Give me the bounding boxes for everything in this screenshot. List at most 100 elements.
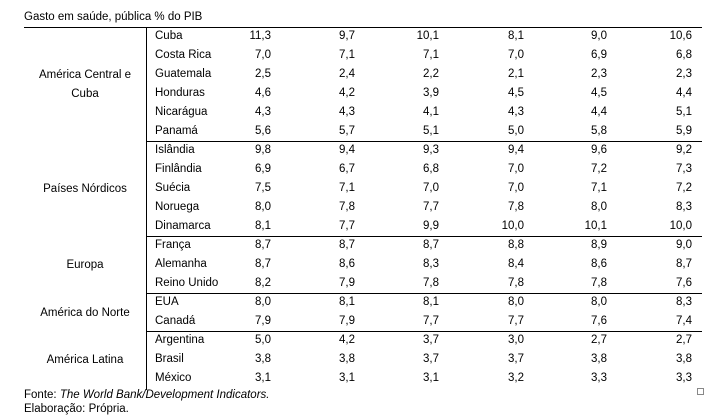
country-name: Alemanha	[155, 258, 207, 270]
country-name: Finlândia	[155, 163, 202, 175]
value-cell: 6,9	[255, 163, 271, 175]
region-group: Países Nórdicos Islândia 9,8 9,4 9,3 9,4 9,6 9,…	[24, 142, 702, 237]
value-cell: 7,0	[508, 49, 524, 61]
value-cell: 6,8	[676, 49, 692, 61]
source-note: Fonte: The World Bank/Development Indica…	[24, 389, 269, 401]
value-cell: 8,1	[255, 220, 271, 232]
value-cell: 7,9	[339, 315, 355, 327]
data-table: América Central e Cuba Cuba 11,3 9,7 10,1 8,1…	[24, 27, 702, 390]
country-name: Honduras	[155, 87, 205, 99]
country-name: Cuba	[155, 30, 183, 42]
value-cell: 5,9	[676, 125, 692, 137]
value-cell: 3,8	[339, 353, 355, 365]
value-cell: 9,7	[339, 30, 355, 42]
value-cell: 10,0	[501, 220, 524, 232]
value-cell: 2,1	[508, 68, 524, 80]
table-row: Costa Rica 7,0 7,1 7,1 7,0 6,9 6,8	[24, 47, 702, 66]
table-row: Cuba 11,3 9,7 10,1 8,1 9,0 10,6	[24, 28, 702, 47]
value-cell: 7,8	[591, 277, 607, 289]
region-group: Europa França 8,7 8,7 8,7 8,8 8,9 9,0 Alemanha 8,…	[24, 237, 702, 294]
value-cell: 8,3	[423, 258, 439, 270]
table-row: Nicarágua 4,3 4,3 4,1 4,3 4,4 5,1	[24, 104, 702, 123]
value-cell: 8,3	[676, 201, 692, 213]
value-cell: 5,0	[508, 125, 524, 137]
value-cell: 3,9	[423, 87, 439, 99]
value-cell: 11,3	[249, 30, 271, 42]
value-cell: 7,5	[255, 182, 271, 194]
country-name: Brasil	[155, 353, 184, 365]
source-text: The World Bank/Development Indicators.	[59, 389, 270, 401]
value-cell: 7,1	[339, 49, 355, 61]
value-cell: 8,7	[255, 258, 271, 270]
table-row: EUA 8,0 8,1 8,1 8,0 8,0 8,3	[24, 294, 702, 313]
country-name: EUA	[155, 296, 179, 308]
value-cell: 3,8	[591, 353, 607, 365]
value-cell: 8,0	[255, 296, 271, 308]
value-cell: 10,0	[669, 220, 692, 232]
elaboration-note: Elaboração: Própria.	[24, 403, 129, 415]
value-cell: 7,0	[508, 163, 524, 175]
value-cell: 7,0	[423, 182, 439, 194]
value-cell: 3,7	[508, 353, 524, 365]
country-name: Argentina	[155, 334, 205, 346]
resize-handle[interactable]	[697, 388, 704, 395]
value-cell: 4,3	[255, 106, 271, 118]
value-cell: 4,2	[339, 87, 355, 99]
value-cell: 4,5	[508, 87, 524, 99]
value-cell: 6,7	[339, 163, 355, 175]
value-cell: 5,1	[423, 125, 439, 137]
value-cell: 7,7	[423, 201, 439, 213]
country-name: Islândia	[155, 144, 195, 156]
table-row: México 3,1 3,1 3,1 3,2 3,3 3,3	[24, 370, 702, 389]
value-cell: 8,1	[423, 296, 439, 308]
value-cell: 3,7	[423, 334, 439, 346]
value-cell: 4,3	[339, 106, 355, 118]
value-cell: 9,6	[591, 144, 607, 156]
value-cell: 8,1	[508, 30, 524, 42]
country-name: França	[155, 239, 191, 251]
value-cell: 8,7	[255, 239, 271, 251]
value-cell: 7,8	[339, 201, 355, 213]
table-row: Suécia 7,5 7,1 7,0 7,0 7,1 7,2	[24, 180, 702, 199]
value-cell: 7,7	[508, 315, 524, 327]
table-row: Brasil 3,8 3,8 3,7 3,7 3,8 3,8	[24, 351, 702, 370]
country-name: Canadá	[155, 315, 196, 327]
value-cell: 2,3	[591, 68, 607, 80]
value-cell: 8,0	[508, 296, 524, 308]
value-cell: 7,1	[423, 49, 439, 61]
value-cell: 2,5	[255, 68, 271, 80]
value-cell: 4,4	[591, 106, 607, 118]
value-cell: 8,9	[591, 239, 607, 251]
value-cell: 3,3	[676, 372, 692, 384]
value-cell: 8,7	[339, 239, 355, 251]
value-cell: 8,0	[591, 296, 607, 308]
value-cell: 7,8	[508, 277, 524, 289]
table-row: Canadá 7,9 7,9 7,7 7,7 7,6 7,4	[24, 313, 702, 332]
value-cell: 7,1	[339, 182, 355, 194]
value-cell: 7,8	[423, 277, 439, 289]
value-cell: 3,3	[591, 372, 607, 384]
region-label: América Latina	[46, 354, 124, 366]
region-label: América Central e Cuba	[38, 69, 132, 100]
country-name: Panamá	[155, 125, 198, 137]
group-separator	[146, 331, 702, 332]
value-cell: 7,0	[255, 49, 271, 61]
value-cell: 9,9	[423, 220, 439, 232]
value-cell: 9,8	[255, 144, 271, 156]
country-name: Nicarágua	[155, 106, 208, 118]
table-row: Dinamarca 8,1 7,7 9,9 10,0 10,1 10,0	[24, 218, 702, 237]
value-cell: 7,2	[591, 163, 607, 175]
value-cell: 10,1	[584, 220, 607, 232]
value-cell: 8,2	[255, 277, 271, 289]
country-name: México	[155, 372, 192, 384]
value-cell: 8,7	[676, 258, 692, 270]
value-cell: 7,6	[591, 315, 607, 327]
table-row: Islândia 9,8 9,4 9,3 9,4 9,6 9,2	[24, 142, 702, 161]
value-cell: 2,2	[423, 68, 439, 80]
value-cell: 8,6	[591, 258, 607, 270]
value-cell: 4,5	[591, 87, 607, 99]
value-cell: 3,1	[255, 372, 271, 384]
country-name: Noruega	[155, 201, 200, 213]
value-cell: 8,0	[255, 201, 271, 213]
value-cell: 4,4	[676, 87, 692, 99]
